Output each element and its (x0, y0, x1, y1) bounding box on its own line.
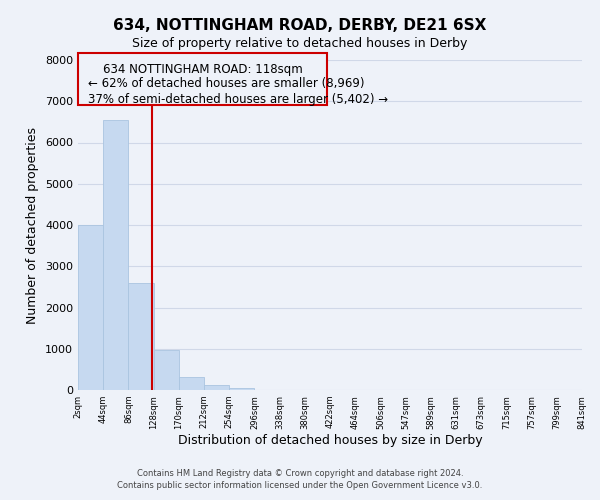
Bar (154, 350, 179, 390)
Y-axis label: Number of detached properties: Number of detached properties (26, 126, 40, 324)
Text: ← 62% of detached houses are smaller (8,969): ← 62% of detached houses are smaller (8,… (88, 76, 365, 90)
Bar (204, 384, 229, 390)
Text: Size of property relative to detached houses in Derby: Size of property relative to detached ho… (133, 38, 467, 51)
Bar (78, 54, 328, 104)
Text: 37% of semi-detached houses are larger (5,402) →: 37% of semi-detached houses are larger (… (88, 93, 388, 106)
Text: 634, NOTTINGHAM ROAD, DERBY, DE21 6SX: 634, NOTTINGHAM ROAD, DERBY, DE21 6SX (113, 18, 487, 32)
Text: Contains HM Land Registry data © Crown copyright and database right 2024.: Contains HM Land Registry data © Crown c… (137, 468, 463, 477)
Bar (229, 388, 254, 390)
X-axis label: Distribution of detached houses by size in Derby: Distribution of detached houses by size … (178, 434, 482, 448)
Text: 634 NOTTINGHAM ROAD: 118sqm: 634 NOTTINGHAM ROAD: 118sqm (103, 64, 302, 76)
Bar (103, 120, 128, 390)
Bar (179, 377, 204, 390)
Bar (128, 283, 154, 390)
Bar (78, 225, 103, 390)
Text: Contains public sector information licensed under the Open Government Licence v3: Contains public sector information licen… (118, 481, 482, 490)
